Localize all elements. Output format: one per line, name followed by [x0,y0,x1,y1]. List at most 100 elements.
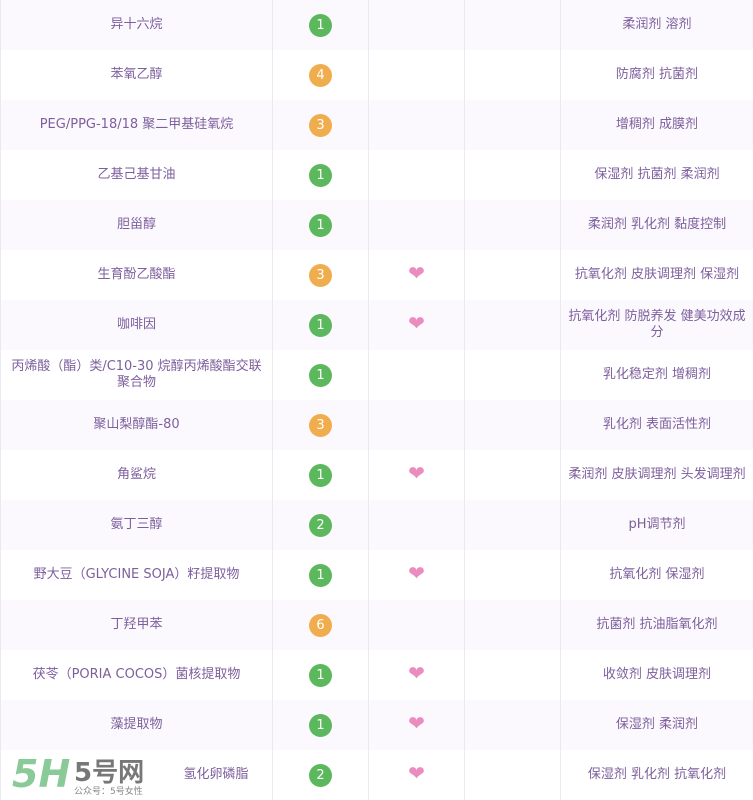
table-row: 生育酚乙酸酯 3 ❤ 抗氧化剂 皮肤调理剂 保湿剂 [0,250,753,300]
safety-score-badge: 1 [309,363,332,387]
ingredient-name: 角鲨烷 [0,450,273,500]
empty-cell [464,750,561,800]
empty-cell [464,100,561,150]
safety-score-badge: 3 [309,113,332,137]
table-row: 苯氧乙醇 4 防腐剂 抗菌剂 [0,50,753,100]
empty-cell [464,0,561,50]
active-cell: ❤ [368,550,465,600]
safety-score-badge: 1 [309,163,332,187]
empty-cell [464,650,561,700]
active-cell [368,50,465,100]
ingredient-name: 野大豆（GLYCINE SOJA）籽提取物 [0,550,273,600]
empty-cell [464,350,561,400]
active-cell [368,150,465,200]
ingredient-name: 生育酚乙酸酯 [0,250,273,300]
safety-score-cell: 1 [272,150,369,200]
ingredient-name: 氢化卵磷脂 [0,750,273,800]
function-cell: 保湿剂 抗菌剂 柔润剂 [560,150,753,200]
safety-score-cell: 2 [272,750,369,800]
heart-icon: ❤ [408,761,425,785]
table-row: 角鲨烷 1 ❤ 柔润剂 皮肤调理剂 头发调理剂 [0,450,753,500]
function-cell: 抗氧化剂 皮肤调理剂 保湿剂 [560,250,753,300]
function-cell: 抗氧化剂 防脱养发 健美功效成分 [560,300,753,350]
function-cell: 防腐剂 抗菌剂 [560,50,753,100]
active-cell: ❤ [368,300,465,350]
table-row: 氨丁三醇 2 pH调节剂 [0,500,753,550]
heart-icon: ❤ [408,261,425,285]
empty-cell [464,400,561,450]
safety-score-cell: 4 [272,50,369,100]
table-row: 丁羟甲苯 6 抗菌剂 抗油脂氧化剂 [0,600,753,650]
safety-score-cell: 1 [272,200,369,250]
ingredient-name: 乙基己基甘油 [0,150,273,200]
table-row: 异十六烷 1 柔润剂 溶剂 [0,0,753,50]
active-cell: ❤ [368,650,465,700]
safety-score-badge: 1 [309,663,332,687]
heart-icon: ❤ [408,461,425,485]
ingredient-name: 胆甾醇 [0,200,273,250]
ingredient-name: 藻提取物 [0,700,273,750]
safety-score-cell: 3 [272,400,369,450]
ingredient-name: 丙烯酸（酯）类/C10-30 烷醇丙烯酸酯交联聚合物 [0,350,273,400]
table-row: PEG/PPG-18/18 聚二甲基硅氧烷 3 增稠剂 成膜剂 [0,100,753,150]
heart-icon: ❤ [408,311,425,335]
active-cell: ❤ [368,450,465,500]
safety-score-badge: 6 [309,613,332,637]
table-row: 咖啡因 1 ❤ 抗氧化剂 防脱养发 健美功效成分 [0,300,753,350]
function-cell: 柔润剂 乳化剂 黏度控制 [560,200,753,250]
function-cell: 乳化剂 表面活性剂 [560,400,753,450]
empty-cell [464,250,561,300]
safety-score-badge: 1 [309,213,332,237]
safety-score-cell: 3 [272,250,369,300]
active-cell: ❤ [368,750,465,800]
safety-score-badge: 2 [309,513,332,537]
table-row: 丙烯酸（酯）类/C10-30 烷醇丙烯酸酯交联聚合物 1 乳化稳定剂 增稠剂 [0,350,753,400]
ingredient-name: 苯氧乙醇 [0,50,273,100]
safety-score-badge: 1 [309,713,332,737]
safety-score-badge: 4 [309,63,332,87]
active-cell: ❤ [368,700,465,750]
empty-cell [464,500,561,550]
function-cell: 保湿剂 柔润剂 [560,700,753,750]
function-cell: 乳化稳定剂 增稠剂 [560,350,753,400]
heart-icon: ❤ [408,561,425,585]
heart-icon: ❤ [408,711,425,735]
empty-cell [464,550,561,600]
table-row: 藻提取物 1 ❤ 保湿剂 柔润剂 [0,700,753,750]
safety-score-cell: 1 [272,300,369,350]
safety-score-cell: 2 [272,500,369,550]
function-cell: 抗氧化剂 保湿剂 [560,550,753,600]
ingredient-name: 茯苓（PORIA COCOS）菌核提取物 [0,650,273,700]
active-cell [368,200,465,250]
safety-score-cell: 1 [272,650,369,700]
active-cell [368,350,465,400]
empty-cell [464,700,561,750]
ingredient-name: 异十六烷 [0,0,273,50]
ingredient-name: 聚山梨醇酯-80 [0,400,273,450]
table-row: 聚山梨醇酯-80 3 乳化剂 表面活性剂 [0,400,753,450]
safety-score-cell: 1 [272,450,369,500]
ingredient-name: 丁羟甲苯 [0,600,273,650]
function-cell: 柔润剂 皮肤调理剂 头发调理剂 [560,450,753,500]
safety-score-cell: 3 [272,100,369,150]
table-row: 野大豆（GLYCINE SOJA）籽提取物 1 ❤ 抗氧化剂 保湿剂 [0,550,753,600]
function-cell: 保湿剂 乳化剂 抗氧化剂 [560,750,753,800]
active-cell [368,0,465,50]
active-cell [368,600,465,650]
active-cell: ❤ [368,250,465,300]
function-cell: 柔润剂 溶剂 [560,0,753,50]
function-cell: 收敛剂 皮肤调理剂 [560,650,753,700]
function-cell: pH调节剂 [560,500,753,550]
empty-cell [464,450,561,500]
safety-score-badge: 1 [309,463,332,487]
empty-cell [464,600,561,650]
active-cell [368,100,465,150]
heart-icon: ❤ [408,661,425,685]
table-row: 胆甾醇 1 柔润剂 乳化剂 黏度控制 [0,200,753,250]
safety-score-badge: 3 [309,263,332,287]
empty-cell [464,150,561,200]
function-cell: 抗菌剂 抗油脂氧化剂 [560,600,753,650]
safety-score-cell: 1 [272,350,369,400]
safety-score-cell: 1 [272,550,369,600]
